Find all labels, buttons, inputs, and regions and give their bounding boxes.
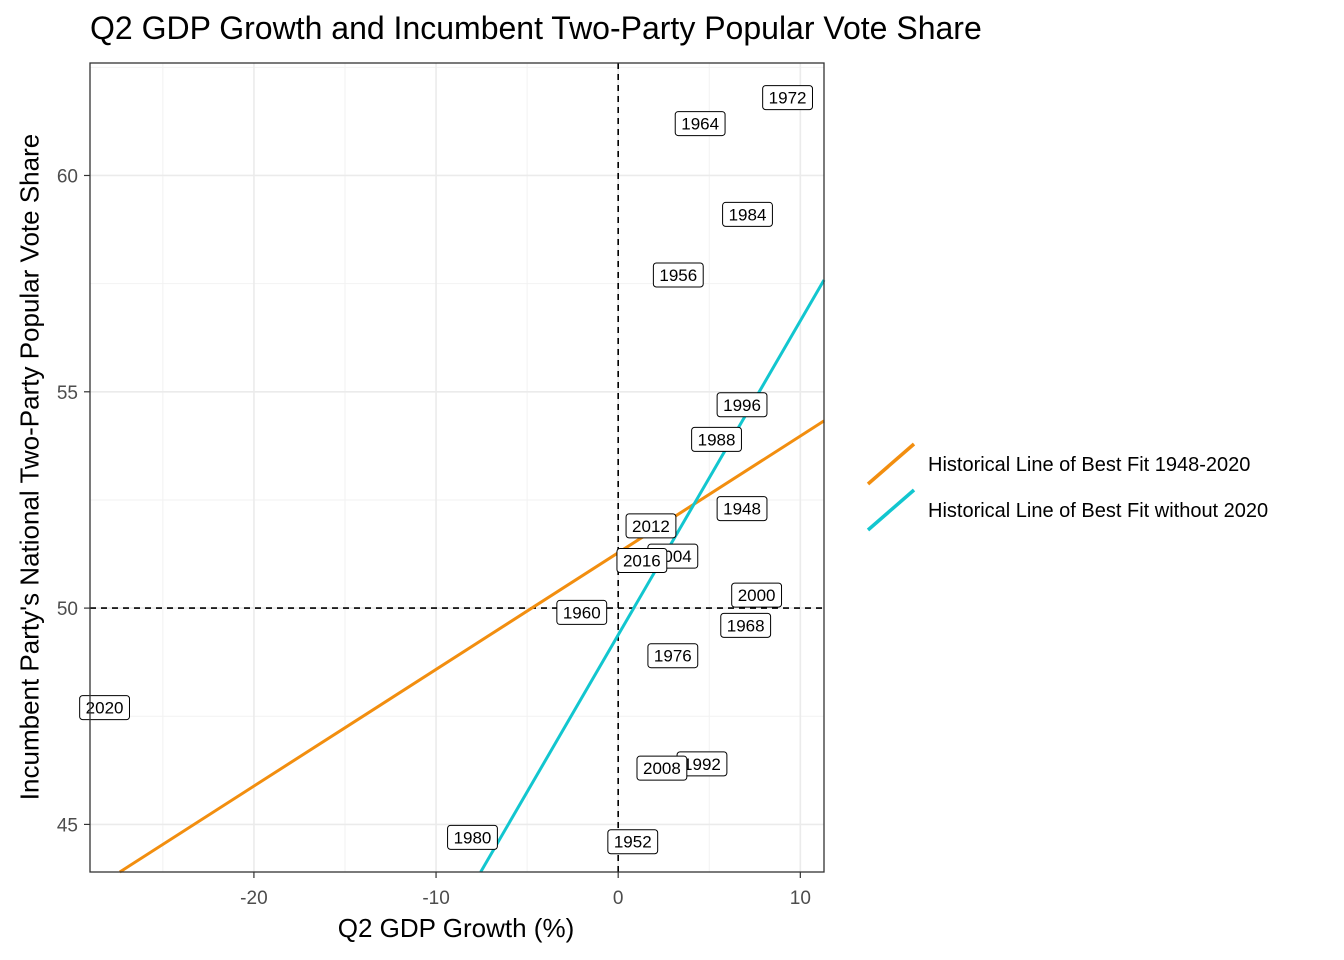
point-label-text: 2008 (643, 759, 681, 778)
point-label-text: 2012 (632, 517, 670, 536)
fit-lines (118, 279, 826, 874)
y-tick-label: 50 (57, 599, 78, 620)
y-tick-label: 60 (57, 166, 78, 187)
point-label-1988: 1988 (691, 426, 742, 452)
y-axis-label: Incumbent Party's National Two-Party Pop… (14, 133, 45, 801)
point-labels: 1948 1952 1956 1960 1964 1968 1972 1976 1980 1984… (79, 85, 813, 855)
point-label-2016: 2016 (616, 548, 668, 574)
point-label-2000: 2000 (731, 582, 783, 608)
legend-label-fit-all: Historical Line of Best Fit 1948-2020 (928, 454, 1251, 476)
y-tick-label: 55 (57, 383, 78, 404)
legend-key-cyan (866, 488, 916, 532)
legend-label-fit-without-2020: Historical Line of Best Fit without 2020 (928, 500, 1269, 522)
point-label-1980: 1980 (447, 824, 498, 850)
point-label-1968: 1968 (720, 612, 772, 638)
point-label-text: 1956 (659, 266, 697, 285)
point-label-1972: 1972 (762, 85, 813, 111)
point-label-text: 1948 (723, 500, 761, 519)
chart-title: Q2 GDP Growth and Incumbent Two-Party Po… (90, 10, 982, 46)
point-label-text: 1992 (683, 755, 721, 774)
x-tick-label: -20 (240, 888, 267, 909)
point-label-text: 1964 (681, 115, 719, 134)
point-label-text: 1976 (654, 647, 692, 666)
point-label-1964: 1964 (674, 111, 726, 137)
y-tick-label: 45 (57, 815, 78, 836)
point-label-1956: 1956 (652, 262, 704, 288)
point-label-1960: 1960 (556, 599, 608, 625)
point-label-text: 1968 (727, 616, 765, 635)
reference-lines (90, 63, 824, 872)
point-label-text: 2016 (623, 552, 661, 571)
point-label-text: 2000 (738, 586, 776, 605)
x-axis-label: Q2 GDP Growth (%) (337, 913, 575, 943)
point-label-2008: 2008 (636, 755, 688, 781)
x-tick-label: 10 (790, 888, 811, 909)
panel-border (89, 62, 825, 873)
point-label-1992: 1992 (676, 751, 728, 777)
point-label-1976: 1976 (647, 643, 699, 669)
x-tick-label: 0 (613, 888, 624, 909)
point-label-2012: 2012 (625, 513, 677, 539)
point-label-text: 1952 (614, 833, 652, 852)
legend-key-orange (866, 442, 916, 486)
point-label-1948: 1948 (716, 496, 768, 522)
point-label-text: 1996 (723, 396, 761, 415)
axis-ticks: -20 -10 0 10 45 50 55 60 (57, 166, 811, 909)
point-label-text: 2020 (86, 699, 124, 718)
point-label-2020: 2020 (79, 695, 130, 721)
point-label-text: 1988 (698, 430, 736, 449)
point-label-text: 1960 (563, 603, 601, 622)
x-tick-label: -10 (422, 888, 449, 909)
point-label-text: 1972 (769, 89, 807, 108)
point-label-1984: 1984 (722, 201, 773, 227)
fit-line-without-2020 (479, 279, 826, 873)
point-label-text: 1984 (729, 205, 767, 224)
point-label-text: 1980 (454, 828, 492, 847)
point-label-1952: 1952 (607, 829, 659, 855)
fit-line-all-years (118, 419, 825, 874)
point-label-1996: 1996 (716, 392, 768, 418)
